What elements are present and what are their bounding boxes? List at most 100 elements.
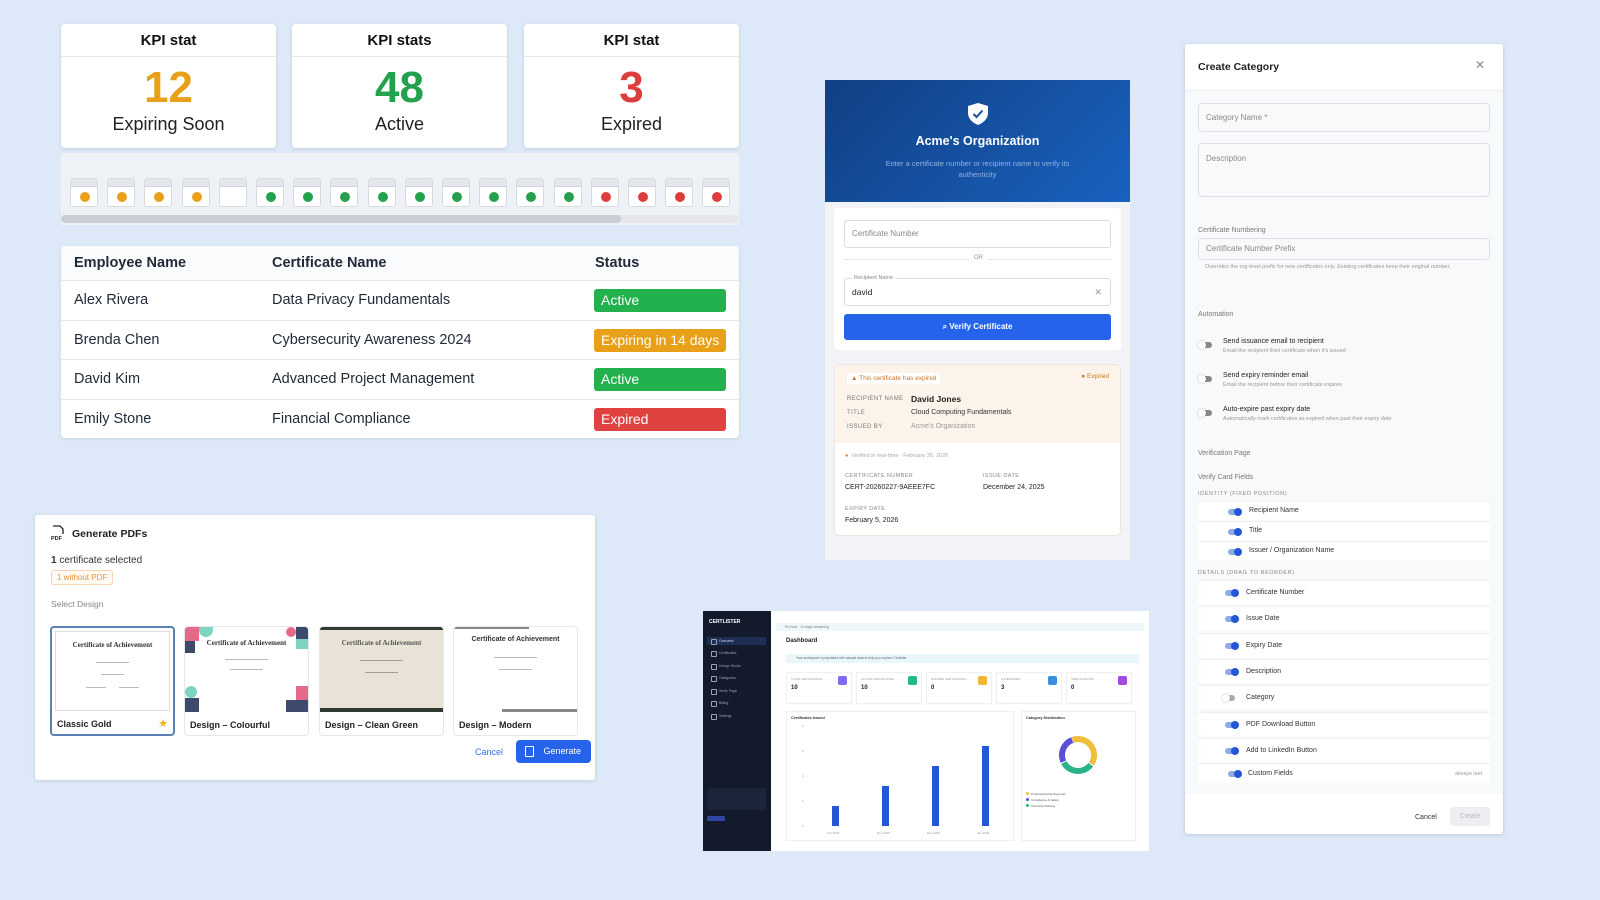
detail-field-row[interactable]: · · Category [1198,685,1490,710]
drag-handle-icon[interactable]: · · [1206,663,1208,679]
toggle-switch[interactable] [1225,746,1239,755]
sidebar-item-billing[interactable]: Billing [707,699,766,707]
drag-handle-icon[interactable]: · · [1206,742,1208,758]
verify-subtitle: Enter a certificate number or recipient … [885,159,1070,179]
toggle-switch[interactable] [1198,375,1213,383]
drag-handle-icon[interactable]: · · [1206,716,1208,732]
column-header[interactable]: Status [595,255,640,271]
dashboard-preview: CERTLISTER Overview Certificates Design … [703,611,1149,851]
calendar-day-icon [144,178,173,207]
toggle-switch[interactable] [1198,409,1213,417]
toggle-switch[interactable] [1228,770,1242,778]
prefix-input[interactable]: Certificate Number Prefix [1198,238,1490,260]
setup-card[interactable] [707,788,766,810]
identity-field-row: Issuer / Organization Name [1198,541,1490,560]
close-icon[interactable]: ✕ [1474,58,1485,72]
table-row[interactable]: David Kim Advanced Project Management Ac… [61,359,739,399]
detail-field-row[interactable]: · · Issue Date [1198,606,1490,631]
horizontal-scrollbar[interactable] [61,215,739,223]
design-option-classic-gold[interactable]: Certificate of Achievement Classic Gold … [50,626,175,736]
toggle-switch[interactable] [1225,615,1239,624]
toggle-switch[interactable] [1228,528,1242,536]
detail-field-row[interactable]: · · Add to LinkedIn Button [1198,737,1490,762]
recipient-key: RECIPIENT NAME [847,396,904,402]
verified-timestamp: Verified in real-time · February 26, 202… [845,453,948,459]
recipient-value: David Jones [911,394,962,404]
calendar-day-icon [181,178,210,207]
column-header[interactable]: Employee Name [74,255,187,271]
without-pdf-chip: 1 without PDF [51,570,114,585]
table-row[interactable]: Brenda Chen Cybersecurity Awareness 2024… [61,319,739,360]
toggle-switch[interactable] [1228,548,1242,556]
column-header[interactable]: Certificate Name [272,255,387,271]
verify-card-label: Verify Card Fields [1198,474,1254,481]
toggle-switch[interactable] [1225,667,1239,676]
table-row[interactable]: Emily Stone Financial Compliance Expired [61,398,739,439]
field-label: Certificate Number [1246,589,1305,596]
verification-result-card: ▲ This certificate has expired ● Expired… [834,364,1121,536]
sidebar-item-overview[interactable]: Overview [707,637,766,645]
toggle-switch[interactable] [1228,508,1242,516]
toggle-switch[interactable] [1225,641,1239,650]
stat-card: VERIFICATIONS 0 [1066,672,1132,704]
sidebar-item-categories[interactable]: Categories [707,674,766,682]
detail-field-row[interactable]: · · Expiry Date [1198,632,1490,657]
calendar-day-icon [479,178,508,207]
drag-handle-icon[interactable]: · · [1206,611,1208,627]
stat-card: ACTIVE CERTIFICATES 10 [856,672,922,704]
kpi-card-expired: KPI stat 3 Expired [524,24,739,148]
drag-handle-icon[interactable]: · · [1206,690,1208,706]
clear-icon[interactable]: ✕ [1094,287,1102,297]
recipient-name-input[interactable]: Recipient Name david ✕ [844,274,1111,306]
verify-certificate-button[interactable]: ⌕ Verify Certificate [844,314,1111,340]
design-thumbnail: Certificate of Achievement [185,627,308,712]
field-label: Category [1246,694,1275,702]
kpi-label: Active [374,114,425,134]
calendar-day-icon [107,178,136,207]
field-label: Title [1249,527,1262,534]
select-design-label: Select Design [51,599,104,609]
drag-handle-icon[interactable]: · · [1206,637,1208,653]
toggle-switch[interactable] [1225,589,1239,597]
status-dot [303,192,314,202]
kpi-card-expiring: KPI stat 12 Expiring Soon [61,24,276,148]
design-option-colourful[interactable]: Certificate of Achievement Design – Colo… [184,626,309,736]
expired-warning: ▲ This certificate has expired [847,373,941,384]
certificate-name: Data Privacy Fundamentals [272,292,451,309]
cancel-button[interactable]: Cancel [475,747,504,757]
create-button[interactable]: Create [1450,807,1490,826]
issue-date-value: December 24, 2025 [983,484,1045,491]
generate-button[interactable]: Generate [516,740,591,763]
calendar-day-icon [218,178,247,207]
sidebar-item-certificates[interactable]: Certificates [707,649,766,657]
detail-field-row[interactable]: · · Description [1198,658,1490,683]
sidebar-item-verify-page[interactable]: Verify Page [707,687,766,695]
identity-section-label: IDENTITY (FIXED POSITION) [1198,491,1288,497]
toggle-switch[interactable] [1225,720,1239,729]
cert-number-key: CERTIFICATE NUMBER [845,473,914,479]
certificate-number-input[interactable]: Certificate Number [844,220,1111,248]
design-thumbnail: Certificate of Achievement [454,627,577,712]
sidebar-item-design-studio[interactable]: Design Studio [707,662,766,670]
identity-field-row: Recipient Name [1198,501,1490,520]
description-textarea[interactable]: Description [1198,143,1490,197]
sidebar-item-settings[interactable]: Settings [707,712,766,720]
scrollbar-thumb[interactable] [61,215,621,223]
category-name-input[interactable]: Category Name * [1198,103,1490,132]
toggle-switch[interactable] [1222,694,1237,703]
toggle-switch[interactable] [1198,341,1213,349]
detail-field-row[interactable]: · · Certificate Number [1198,580,1490,604]
cancel-button[interactable]: Cancel [1415,814,1437,821]
donut-chart [1059,736,1097,774]
shield-check-icon [968,103,988,125]
title-key: TITLE [847,410,866,416]
design-option-clean-green[interactable]: Certificate of Achievement Design – Clea… [319,626,444,736]
drag-handle-icon[interactable]: · · [1206,585,1208,600]
calendar-day-icon [330,178,359,207]
table-row[interactable]: Alex Rivera Data Privacy Fundamentals Ac… [61,280,739,320]
detail-field-row[interactable]: · · PDF Download Button [1198,711,1490,736]
status-dot [563,192,574,202]
design-option-modern[interactable]: Certificate of Achievement Design – Mode… [453,626,578,736]
field-label: Description [1246,667,1282,675]
status-dot [414,192,425,202]
